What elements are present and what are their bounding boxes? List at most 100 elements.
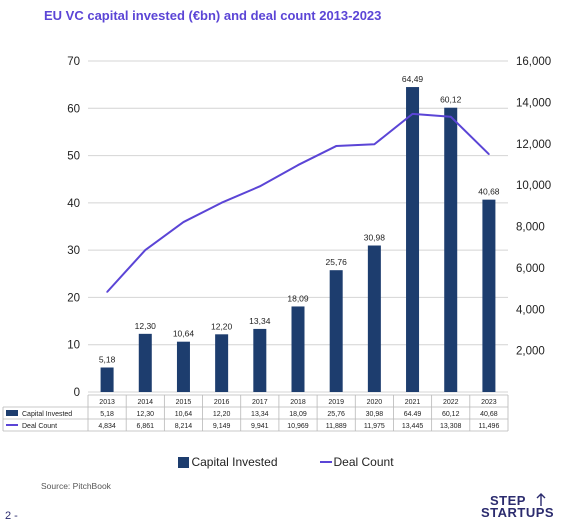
bar-data-label: 60,12 xyxy=(440,95,462,105)
y-left-tick-label: 60 xyxy=(67,103,80,115)
y-left-tick-label: 0 xyxy=(74,387,80,399)
y-left-tick-label: 70 xyxy=(67,56,80,68)
x-tick-label: 2020 xyxy=(367,399,383,406)
brand-logo: STEP STARTUPS xyxy=(481,493,561,523)
y-right-tick-label: 10,000 xyxy=(516,180,551,192)
table-cell-deals: 13,308 xyxy=(440,423,462,430)
table-cell-deals: 11,975 xyxy=(364,423,385,430)
table-cell-deals: 10,969 xyxy=(287,423,309,430)
x-tick-label: 2021 xyxy=(405,399,421,406)
bar-data-label: 13,34 xyxy=(249,316,271,326)
deal-count-point xyxy=(182,221,185,223)
legend-label-capital: Capital Invested xyxy=(191,455,278,469)
bar xyxy=(367,245,381,392)
y-right-tick-label: 16,000 xyxy=(516,56,551,68)
deal-count-point xyxy=(106,291,108,293)
y-left-tick-label: 30 xyxy=(67,245,80,257)
bar xyxy=(406,87,420,392)
source-note: Source: PitchBook xyxy=(41,481,111,491)
table-cell-deals: 11,889 xyxy=(326,423,347,430)
table-cell-capital: 25,76 xyxy=(327,411,345,418)
bar-data-label: 64,49 xyxy=(402,74,424,84)
logo-line-1: STEP xyxy=(490,493,526,508)
x-tick-label: 2019 xyxy=(328,399,344,406)
bar-data-label: 40,68 xyxy=(478,187,500,197)
legend-item-deals: Deal Count xyxy=(319,455,394,469)
deal-count-point xyxy=(411,113,414,115)
table-cell-capital: 13,34 xyxy=(251,411,269,418)
table-cell-capital: 5,18 xyxy=(100,411,114,418)
table-cell-capital: 30,98 xyxy=(366,411,384,418)
x-tick-label: 2023 xyxy=(481,399,497,406)
table-cell-capital: 64.49 xyxy=(404,411,422,418)
table-cell-deals: 9,941 xyxy=(251,423,269,430)
bar xyxy=(215,334,229,392)
y-right-tick-label: 14,000 xyxy=(516,97,551,109)
table-cell-deals: 6,861 xyxy=(137,423,155,430)
x-tick-label: 2014 xyxy=(137,399,153,406)
deal-count-point xyxy=(259,185,261,188)
table-cell-capital: 12,30 xyxy=(137,411,155,418)
bar-data-label: 5,18 xyxy=(99,355,116,365)
bar-data-label: 12,20 xyxy=(211,321,233,331)
y-right-tick-label: 4,000 xyxy=(516,304,545,316)
x-tick-label: 2016 xyxy=(214,399,230,406)
table-cell-deals: 13,445 xyxy=(402,423,424,430)
y-left-tick-label: 10 xyxy=(67,340,80,352)
bar xyxy=(138,333,152,392)
legend-item-capital: Capital Invested xyxy=(178,455,278,469)
y-left-tick-label: 40 xyxy=(67,198,80,210)
table-cell-capital: 12,20 xyxy=(213,411,231,418)
bar xyxy=(176,341,190,392)
bar xyxy=(329,270,343,392)
deal-count-point xyxy=(449,115,452,118)
bar xyxy=(482,199,496,392)
deal-count-point xyxy=(144,249,147,251)
y-left-tick-label: 20 xyxy=(67,292,80,304)
bar-data-label: 30,98 xyxy=(364,233,386,243)
bar xyxy=(291,306,305,392)
x-tick-label: 2013 xyxy=(99,399,115,406)
x-tick-label: 2015 xyxy=(176,399,192,406)
deal-count-point xyxy=(335,145,337,147)
bar-data-label: 10,64 xyxy=(173,329,195,339)
bar xyxy=(100,367,114,392)
table-cell-capital: 10,64 xyxy=(175,411,193,418)
table-row-label-capital: Capital Invested xyxy=(22,411,72,418)
chart-title: EU VC capital invested (€bn) and deal co… xyxy=(44,8,382,23)
y-right-tick-label: 2,000 xyxy=(516,346,545,358)
y-right-tick-label: 6,000 xyxy=(516,263,545,275)
logo-line-2: STARTUPS xyxy=(481,505,555,520)
table-swatch-bar xyxy=(6,410,18,416)
deal-count-point xyxy=(373,143,376,146)
legend-swatch-bar xyxy=(178,456,190,468)
bar-data-label: 12,30 xyxy=(135,321,157,331)
table-cell-capital: 60,12 xyxy=(442,411,460,418)
bar xyxy=(444,107,458,392)
deal-count-point xyxy=(220,201,223,204)
x-tick-label: 2022 xyxy=(443,399,459,406)
logo-arrow-icon xyxy=(536,493,546,506)
y-right-tick-label: 8,000 xyxy=(516,222,545,234)
bar-data-label: 18,09 xyxy=(287,293,309,303)
bar-data-label: 25,76 xyxy=(326,257,348,267)
table-cell-deals: 9,149 xyxy=(213,423,231,430)
table-cell-deals: 4,834 xyxy=(98,423,116,430)
y-right-tick-label: 12,000 xyxy=(516,139,551,151)
legend-swatch-line xyxy=(319,461,332,463)
chart-legend: Capital Invested Deal Count xyxy=(0,455,572,469)
legend-label-deals: Deal Count xyxy=(333,455,394,469)
deal-count-point xyxy=(488,153,490,155)
deal-count-point xyxy=(297,164,299,166)
x-tick-label: 2017 xyxy=(252,399,268,406)
table-cell-deals: 11,496 xyxy=(478,423,499,430)
y-left-tick-label: 50 xyxy=(67,151,80,163)
page-number: 2 - xyxy=(5,510,18,522)
table-cell-capital: 40,68 xyxy=(480,411,498,418)
table-row-label-deals: Deal Count xyxy=(22,423,57,430)
table-cell-capital: 18,09 xyxy=(289,411,307,418)
table-cell-deals: 8,214 xyxy=(175,423,193,430)
x-tick-label: 2018 xyxy=(290,399,306,406)
bar xyxy=(253,328,267,392)
